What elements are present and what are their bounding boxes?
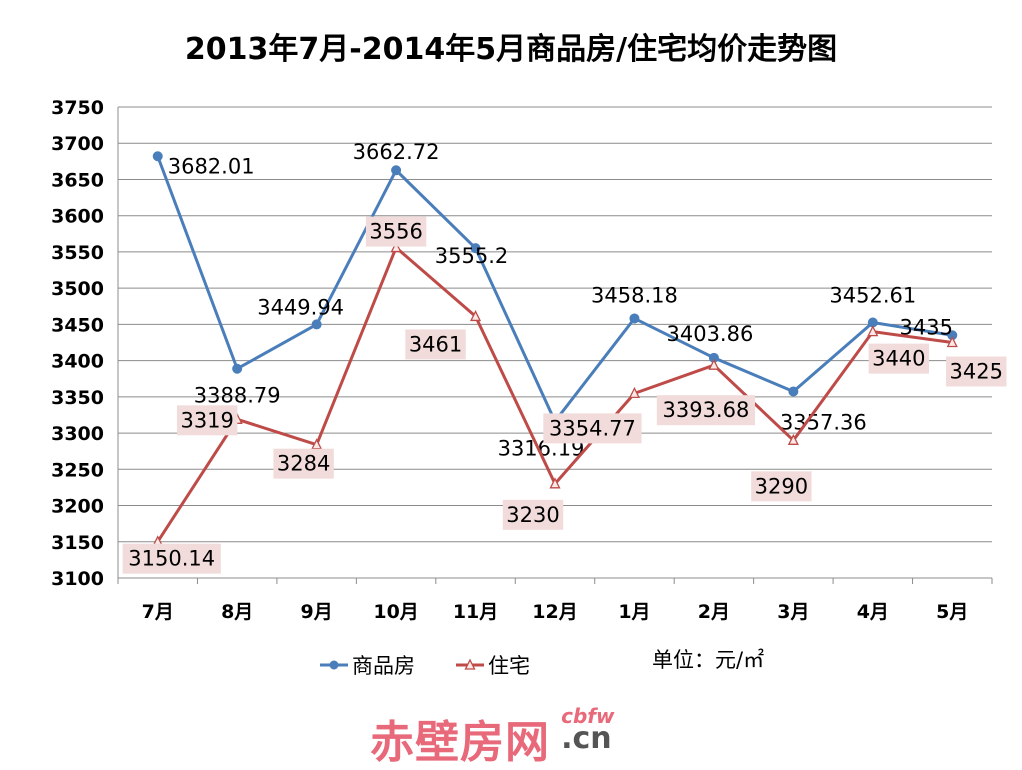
data-label: 3230 [506, 503, 559, 527]
data-label: 3425 [950, 360, 1003, 384]
data-point [549, 477, 561, 489]
data-label-bg [405, 329, 466, 360]
data-point [470, 243, 481, 254]
data-label: 3555.2 [435, 244, 508, 268]
data-label: 3682.01 [168, 154, 255, 178]
data-label: 3452.61 [829, 283, 916, 307]
data-label: 3556 [369, 220, 422, 244]
data-point [152, 151, 163, 162]
data-label: 3449.94 [257, 295, 344, 319]
data-label-bg [122, 543, 221, 574]
x-tick-label: 12月 [532, 601, 577, 623]
data-label: 3393.68 [662, 398, 749, 422]
watermark-small-text: cbfw [561, 704, 615, 728]
data-point [946, 336, 958, 348]
x-tick-label: 2月 [698, 601, 730, 623]
data-label-bg [502, 499, 564, 530]
x-tick-label: 10月 [373, 601, 418, 623]
chart-title: 2013年7月-2014年5月商品房/住宅均价走势图 [184, 32, 838, 67]
y-tick-label: 3250 [51, 459, 104, 481]
data-label-bg [273, 448, 334, 479]
legend-label-commercial: 商品房 [352, 654, 415, 678]
x-tick-label: 1月 [618, 601, 650, 623]
data-label: 3458.18 [591, 283, 678, 307]
legend-label-residential: 住宅 [488, 654, 530, 678]
data-point [628, 386, 641, 399]
data-label: 3284 [277, 452, 330, 476]
data-label: 3354.77 [549, 416, 636, 440]
watermark-domain-text: .cn [561, 721, 612, 756]
x-tick-label: 11月 [453, 601, 498, 623]
unit-note: 单位：元/㎡ [652, 648, 764, 672]
data-point [311, 319, 322, 330]
data-point [391, 165, 402, 176]
y-tick-label: 3700 [51, 133, 104, 155]
watermark-main-text: 赤壁房网 [370, 717, 550, 768]
data-label: 3150.14 [128, 547, 215, 571]
data-label-bg [543, 413, 642, 444]
y-tick-label: 3750 [51, 97, 104, 119]
legend-marker-commercial [329, 660, 339, 670]
data-label-bg [751, 471, 812, 502]
data-label: 3290 [755, 474, 808, 498]
legend-marker-residential [464, 658, 476, 670]
data-point [390, 241, 402, 253]
y-tick-label: 3400 [51, 351, 104, 373]
data-label: 3357.36 [780, 411, 867, 435]
x-tick-label: 7月 [142, 601, 174, 623]
data-label: 3388.79 [194, 384, 281, 408]
watermark-logo: 赤壁房网 cbfw .cn [370, 704, 615, 768]
x-tick-label: 9月 [301, 601, 333, 623]
y-tick-label: 3150 [51, 532, 104, 554]
data-label: 3403.86 [666, 322, 753, 346]
data-point [708, 358, 720, 370]
data-point [787, 433, 799, 445]
data-label-bg [656, 395, 756, 426]
data-label: 3319 [180, 408, 233, 432]
x-tick-label: 3月 [777, 601, 809, 623]
y-tick-label: 3650 [51, 169, 104, 191]
y-tick-label: 3350 [51, 387, 104, 409]
data-point [469, 309, 482, 322]
y-tick-label: 3100 [51, 568, 104, 590]
y-tick-label: 3200 [51, 496, 104, 518]
data-point [867, 325, 879, 337]
data-label-bg [868, 343, 930, 374]
data-point [232, 363, 243, 374]
data-label: 3440 [872, 347, 925, 371]
y-tick-label: 3500 [51, 278, 104, 300]
x-tick-label: 4月 [857, 601, 889, 623]
data-label: 3662.72 [353, 140, 440, 164]
data-point [629, 313, 640, 324]
y-tick-label: 3600 [51, 206, 104, 228]
x-tick-label: 5月 [936, 601, 968, 623]
data-point [788, 386, 799, 397]
y-tick-label: 3300 [51, 423, 104, 445]
data-label-bg [365, 216, 427, 247]
x-tick-label: 8月 [221, 601, 253, 623]
y-tick-label: 3450 [51, 314, 104, 336]
data-label-bg [176, 405, 238, 436]
y-tick-label: 3550 [51, 242, 104, 264]
data-label: 3461 [409, 332, 462, 356]
data-label-bg [946, 356, 1007, 387]
